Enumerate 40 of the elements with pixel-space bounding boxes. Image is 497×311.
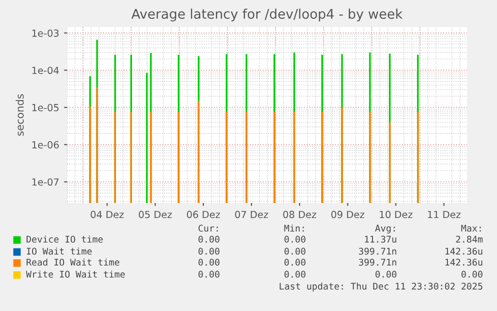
text: 0.00 (284, 270, 306, 278)
text: Cur: (198, 224, 218, 232)
x-tick-label: 05 Dez (138, 210, 172, 218)
legend-label: Write IO Wait time (26, 270, 125, 278)
y-axis-title: seconds (16, 94, 24, 136)
x-tick-label: 10 Dez (380, 210, 412, 218)
legend-label: Read IO Wait time (26, 258, 120, 266)
y-tick-label: 1e-04 (32, 66, 59, 74)
text: Min: (284, 224, 304, 232)
text: 0.00 (284, 236, 306, 243)
text: 0.00 (198, 258, 220, 266)
y-tick-label: 1e-06 (32, 141, 59, 148)
text: 399.71n (358, 258, 396, 266)
legend-label: IO Wait time (26, 248, 92, 255)
text: Avg: (375, 224, 395, 234)
text: 399.71n (358, 248, 396, 255)
x-tick-label: 11 Dez (428, 210, 461, 218)
x-tick-label: 09 Dez (331, 210, 364, 218)
text: 0.00 (284, 258, 306, 266)
text: 2.84m (456, 236, 483, 243)
text: 11.37u (364, 236, 396, 243)
x-tick-label: 04 Dez (90, 210, 124, 218)
x-tick-label: 08 Dez (283, 210, 316, 218)
text: Max: (461, 224, 481, 232)
y-tick-label: 1e-03 (32, 29, 59, 37)
text: 142.36u (445, 248, 482, 255)
x-tick-label: 07 Dez (235, 210, 268, 218)
text: 0.00 (376, 270, 396, 278)
chart-title: Average latency for /dev/loop4 - by week (131, 8, 403, 22)
text: 0.00 (462, 270, 482, 278)
text: 142.36u (445, 258, 482, 266)
text: 0.00 (284, 248, 306, 255)
text: Last update: Thu Dec 11 23:30:02 2025 (280, 282, 482, 292)
text: 0.00 (198, 270, 220, 278)
x-tick-label: 06 Dez (186, 210, 220, 218)
y-tick-label: 1e-05 (32, 104, 59, 112)
text: 0.00 (198, 236, 220, 243)
text: 0.00 (198, 248, 220, 255)
legend-label: Device IO time (26, 236, 103, 243)
y-tick-label: 1e-07 (32, 178, 59, 186)
